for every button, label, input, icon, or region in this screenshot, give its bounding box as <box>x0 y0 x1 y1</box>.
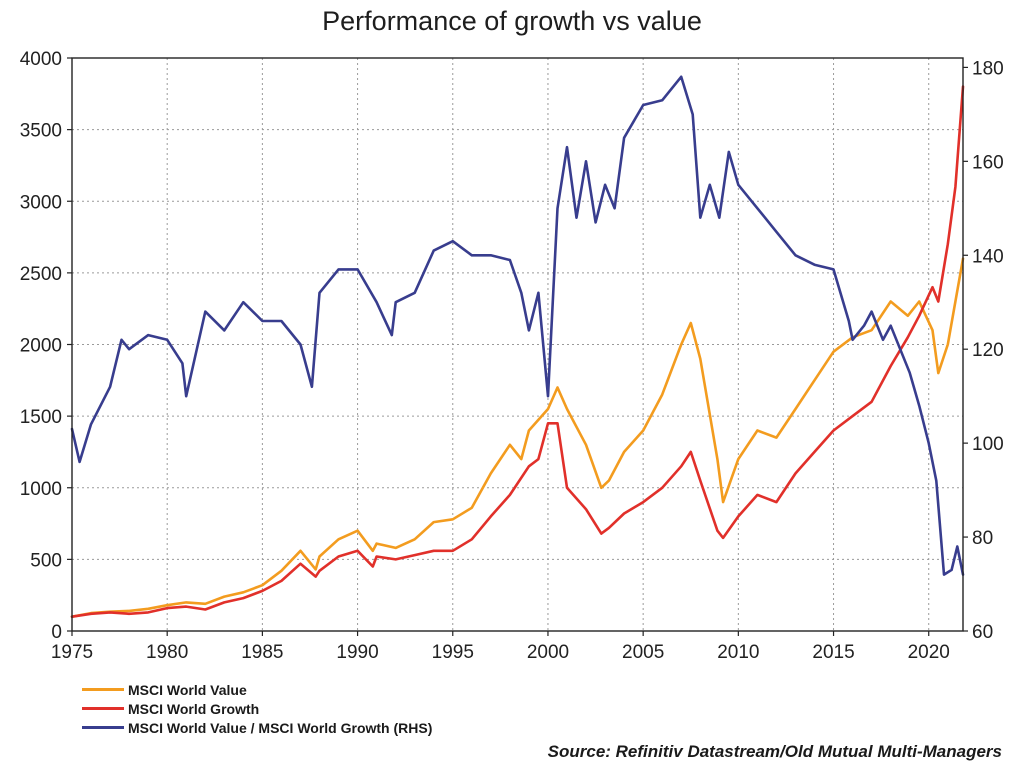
y-right-tick-label: 180 <box>972 58 1004 79</box>
y-right-tick-label: 80 <box>972 528 993 549</box>
legend-item: MSCI World Growth <box>82 699 432 718</box>
y-left-tick-label: 2000 <box>20 336 62 357</box>
legend-label-value: MSCI World Value <box>128 681 247 698</box>
x-tick-label: 1995 <box>432 642 474 663</box>
y-right-tick-label: 120 <box>972 340 1004 361</box>
legend-label-ratio: MSCI World Value / MSCI World Growth (RH… <box>128 719 433 736</box>
y-left-tick-label: 500 <box>30 550 62 571</box>
y-left-tick-label: 2500 <box>20 264 62 285</box>
source-note: Source: Refinitiv Datastream/Old Mutual … <box>547 742 1002 761</box>
chart-area: 1975 1980 1985 1990 1995 2000 2005 2010 2015 2020… <box>20 49 1004 663</box>
legend-swatch-ratio <box>82 726 124 729</box>
y-left-tick-label: 0 <box>51 622 62 643</box>
y-right-tick-label: 160 <box>972 152 1004 173</box>
x-tick-label: 1985 <box>241 642 283 663</box>
y-right-tick-label: 140 <box>972 246 1004 267</box>
y-left-tick-label: 3000 <box>20 192 62 213</box>
legend-item: MSCI World Value / MSCI World Growth (RH… <box>82 718 432 737</box>
x-tick-label: 1990 <box>336 642 378 663</box>
x-tick-label: 1980 <box>146 642 188 663</box>
legend-label-growth: MSCI World Growth <box>128 700 260 717</box>
y-right-tick-label: 60 <box>972 622 993 643</box>
series-lines <box>70 75 965 619</box>
y-left-tick-label: 3500 <box>20 121 62 142</box>
x-tick-label: 2000 <box>527 642 569 663</box>
x-axis: 1975 1980 1985 1990 1995 2000 2005 2010 2015 2020 <box>51 631 950 663</box>
legend-swatch-value <box>82 688 124 691</box>
x-tick-label: 1975 <box>51 642 93 663</box>
legend-item: MSCI World Value <box>82 680 432 699</box>
x-tick-label: 2015 <box>812 642 854 663</box>
y-right-tick-label: 100 <box>972 434 1004 455</box>
x-tick-label: 2020 <box>908 642 950 663</box>
grid-lines <box>72 58 963 631</box>
legend: MSCI World Value MSCI World Growth MSCI … <box>82 680 432 737</box>
series-line-msci-world-growth <box>70 85 965 619</box>
x-tick-label: 2005 <box>622 642 664 663</box>
x-tick-label: 2010 <box>717 642 759 663</box>
y-left-tick-label: 1000 <box>20 479 62 500</box>
series-line-value-growth-ratio <box>70 75 965 576</box>
legend-swatch-growth <box>82 707 124 710</box>
y-left-tick-label: 1500 <box>20 407 62 428</box>
y-axis-right: 60 80 100 120 140 160 180 <box>963 58 1004 643</box>
y-left-tick-label: 4000 <box>20 49 62 70</box>
series-line-msci-world-value <box>70 257 965 619</box>
y-axis-left: 0 500 1000 1500 2000 2500 3000 3500 4000 <box>20 49 72 643</box>
chart-title: Performance of growth vs value <box>322 6 702 36</box>
